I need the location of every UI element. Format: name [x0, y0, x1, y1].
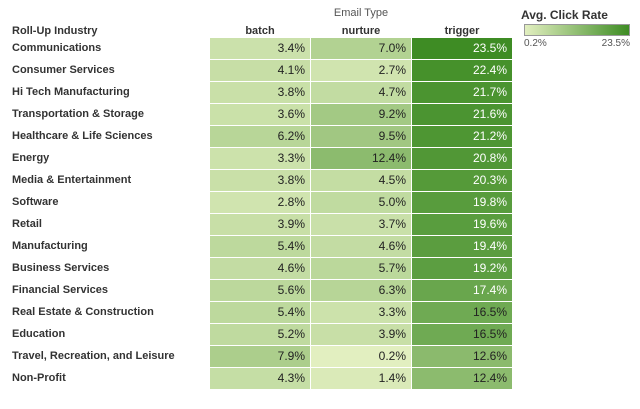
heatmap-row: Hi Tech Manufacturing 3.8% 4.7% 21.7% — [0, 82, 515, 103]
heatmap-cell-nurture: 4.5% — [311, 170, 411, 191]
heatmap-cell-nurture: 4.6% — [311, 236, 411, 257]
heatmap-cell-trigger: 20.8% — [412, 148, 512, 169]
heatmap-row: Healthcare & Life Sciences 6.2% 9.5% 21.2% — [0, 126, 515, 147]
heatmap-cell-trigger: 19.2% — [412, 258, 512, 279]
heatmap-row: Transportation & Storage 3.6% 9.2% 21.6% — [0, 104, 515, 125]
heatmap-cell-trigger: 12.4% — [412, 368, 512, 389]
legend-max-label: 23.5% — [601, 38, 630, 49]
heatmap-cell-nurture: 0.2% — [311, 346, 411, 367]
heatmap-cell-trigger: 16.5% — [412, 324, 512, 345]
heatmap-row: Business Services 4.6% 5.7% 19.2% — [0, 258, 515, 279]
heatmap-row: Education 5.2% 3.9% 16.5% — [0, 324, 515, 345]
heatmap-row: Financial Services 5.6% 6.3% 17.4% — [0, 280, 515, 301]
row-label: Retail — [12, 218, 42, 230]
heatmap-cell-nurture: 4.7% — [311, 82, 411, 103]
heatmap-cell-nurture: 3.3% — [311, 302, 411, 323]
heatmap-row: Energy 3.3% 12.4% 20.8% — [0, 148, 515, 169]
row-label: Financial Services — [12, 284, 108, 296]
heatmap-cell-trigger: 23.5% — [412, 38, 512, 59]
row-label: Media & Entertainment — [12, 174, 132, 186]
column-group-title: Email Type — [333, 7, 389, 19]
column-header-batch: batch — [245, 25, 275, 37]
heatmap-cell-batch: 5.2% — [210, 324, 310, 345]
row-label: Transportation & Storage — [12, 108, 145, 120]
heatmap-cell-batch: 3.3% — [210, 148, 310, 169]
heatmap-cell-trigger: 21.7% — [412, 82, 512, 103]
legend-min-label: 0.2% — [524, 38, 547, 49]
row-label: Business Services — [12, 262, 110, 274]
heatmap-row: Consumer Services 4.1% 2.7% 22.4% — [0, 60, 515, 81]
row-label: Communications — [12, 42, 102, 54]
heatmap-cell-trigger: 19.8% — [412, 192, 512, 213]
heatmap-cell-trigger: 21.6% — [412, 104, 512, 125]
heatmap-cell-nurture: 5.0% — [311, 192, 411, 213]
heatmap-cell-trigger: 22.4% — [412, 60, 512, 81]
heatmap-cell-trigger: 17.4% — [412, 280, 512, 301]
heatmap-cell-trigger: 16.5% — [412, 302, 512, 323]
heatmap-cell-nurture: 9.2% — [311, 104, 411, 125]
row-label: Energy — [12, 152, 50, 164]
heatmap-cell-trigger: 12.6% — [412, 346, 512, 367]
heatmap-cell-batch: 3.9% — [210, 214, 310, 235]
heatmap-cell-nurture: 7.0% — [311, 38, 411, 59]
heatmap-cell-nurture: 3.7% — [311, 214, 411, 235]
heatmap-cell-batch: 5.6% — [210, 280, 310, 301]
heatmap-cell-nurture: 2.7% — [311, 60, 411, 81]
heatmap-cell-nurture: 3.9% — [311, 324, 411, 345]
heatmap-cell-batch: 5.4% — [210, 302, 310, 323]
row-label: Manufacturing — [12, 240, 88, 252]
legend-color-bar — [524, 24, 630, 36]
heatmap-row: Travel, Recreation, and Leisure 7.9% 0.2% 1… — [0, 346, 515, 367]
heatmap-row: Media & Entertainment 3.8% 4.5% 20.3% — [0, 170, 515, 191]
heatmap-cell-nurture: 5.7% — [311, 258, 411, 279]
row-label: Consumer Services — [12, 64, 115, 76]
heatmap-cell-batch: 4.6% — [210, 258, 310, 279]
heatmap-cell-trigger: 21.2% — [412, 126, 512, 147]
heatmap-cell-trigger: 19.4% — [412, 236, 512, 257]
row-label: Real Estate & Construction — [12, 306, 154, 318]
heatmap-cell-batch: 3.6% — [210, 104, 310, 125]
heatmap-cell-batch: 4.1% — [210, 60, 310, 81]
column-header-trigger: trigger — [444, 25, 480, 37]
row-label: Healthcare & Life Sciences — [12, 130, 153, 142]
row-label: Education — [12, 328, 66, 340]
heatmap-row: Non-Profit 4.3% 1.4% 12.4% — [0, 368, 515, 389]
heatmap-cell-trigger: 19.6% — [412, 214, 512, 235]
heatmap-cell-batch: 4.3% — [210, 368, 310, 389]
heatmap-cell-batch: 7.9% — [210, 346, 310, 367]
heatmap-row: Software 2.8% 5.0% 19.8% — [0, 192, 515, 213]
heatmap-row: Real Estate & Construction 5.4% 3.3% 16.5% — [0, 302, 515, 323]
heatmap-cell-batch: 3.4% — [210, 38, 310, 59]
heatmap-cell-batch: 3.8% — [210, 82, 310, 103]
heatmap-cell-batch: 3.8% — [210, 170, 310, 191]
row-label: Travel, Recreation, and Leisure — [12, 350, 175, 362]
row-label: Hi Tech Manufacturing — [12, 86, 130, 98]
heatmap-cell-batch: 5.4% — [210, 236, 310, 257]
row-header-title: Roll-Up Industry — [12, 25, 98, 37]
row-label: Non-Profit — [12, 372, 66, 384]
legend-title: Avg. Click Rate — [521, 8, 608, 22]
row-label: Software — [12, 196, 59, 208]
heatmap-row: Communications 3.4% 7.0% 23.5% — [0, 38, 515, 59]
heatmap-cell-nurture: 9.5% — [311, 126, 411, 147]
heatmap-cell-batch: 2.8% — [210, 192, 310, 213]
column-header-nurture: nurture — [341, 25, 381, 37]
heatmap-row: Manufacturing 5.4% 4.6% 19.4% — [0, 236, 515, 257]
heatmap-cell-trigger: 20.3% — [412, 170, 512, 191]
heatmap-cell-batch: 6.2% — [210, 126, 310, 147]
heatmap-row: Retail 3.9% 3.7% 19.6% — [0, 214, 515, 235]
heatmap-cell-nurture: 1.4% — [311, 368, 411, 389]
heatmap-cell-nurture: 12.4% — [311, 148, 411, 169]
heatmap-cell-nurture: 6.3% — [311, 280, 411, 301]
